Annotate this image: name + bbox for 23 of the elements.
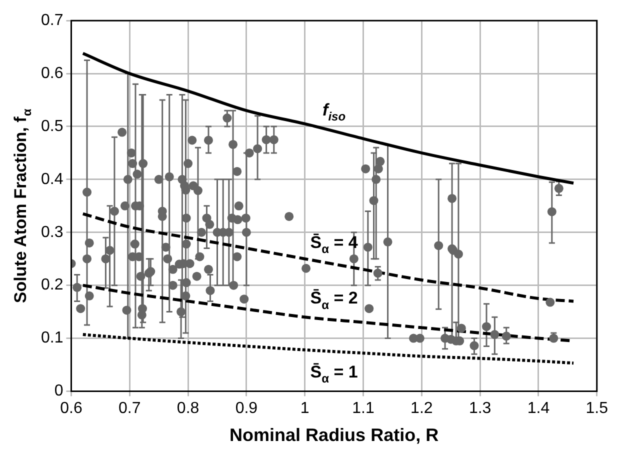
line-series xyxy=(81,333,576,365)
x-tick-label: 0.6 xyxy=(60,400,82,418)
x-tick-label: 1.1 xyxy=(352,400,374,418)
line-series xyxy=(81,52,576,185)
y-tick-label: 0.6 xyxy=(40,64,64,82)
x-tick-label: 1 xyxy=(300,400,310,418)
x-tick-label: 1.2 xyxy=(410,400,433,418)
x-tick-label: 1.3 xyxy=(468,400,492,418)
line-series xyxy=(81,212,576,303)
y-tick-label: 0 xyxy=(54,382,64,400)
x-tick-label: 0.7 xyxy=(118,400,141,418)
y-tick-label: 0.3 xyxy=(40,224,64,241)
y-tick-label: 0.5 xyxy=(40,118,64,135)
x-axis-title: Nominal Radius Ratio, R xyxy=(230,425,439,446)
y-tick-label: 0.4 xyxy=(40,170,64,188)
y-axis-title: Solute Atom Fraction, fα xyxy=(11,108,34,304)
y-tick-label: 0.1 xyxy=(40,330,64,347)
x-tick-label: 0.9 xyxy=(235,400,258,418)
x-tick-label: 1.5 xyxy=(586,400,608,418)
y-tick-label: 0.7 xyxy=(40,12,64,30)
x-tick-label: 1.4 xyxy=(527,400,550,418)
x-tick-label: 0.8 xyxy=(176,400,200,418)
y-tick-label: 0.2 xyxy=(40,276,64,294)
